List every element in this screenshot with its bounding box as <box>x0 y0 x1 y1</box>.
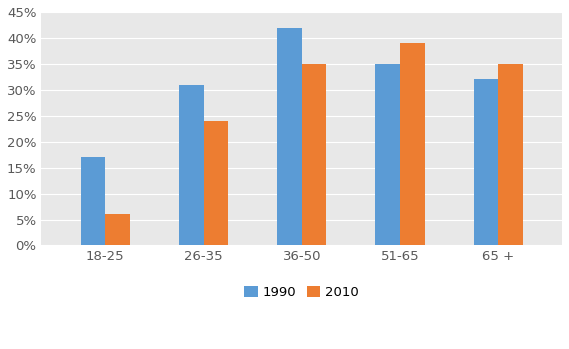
Bar <box>302 64 326 245</box>
Bar <box>473 80 498 245</box>
Bar <box>498 64 523 245</box>
Legend: 1990, 2010: 1990, 2010 <box>239 280 365 304</box>
Bar <box>81 157 105 245</box>
Bar <box>105 214 130 245</box>
Bar <box>277 28 302 245</box>
Bar <box>400 43 424 245</box>
Bar <box>376 64 400 245</box>
Bar <box>204 121 228 245</box>
Bar <box>179 84 204 245</box>
